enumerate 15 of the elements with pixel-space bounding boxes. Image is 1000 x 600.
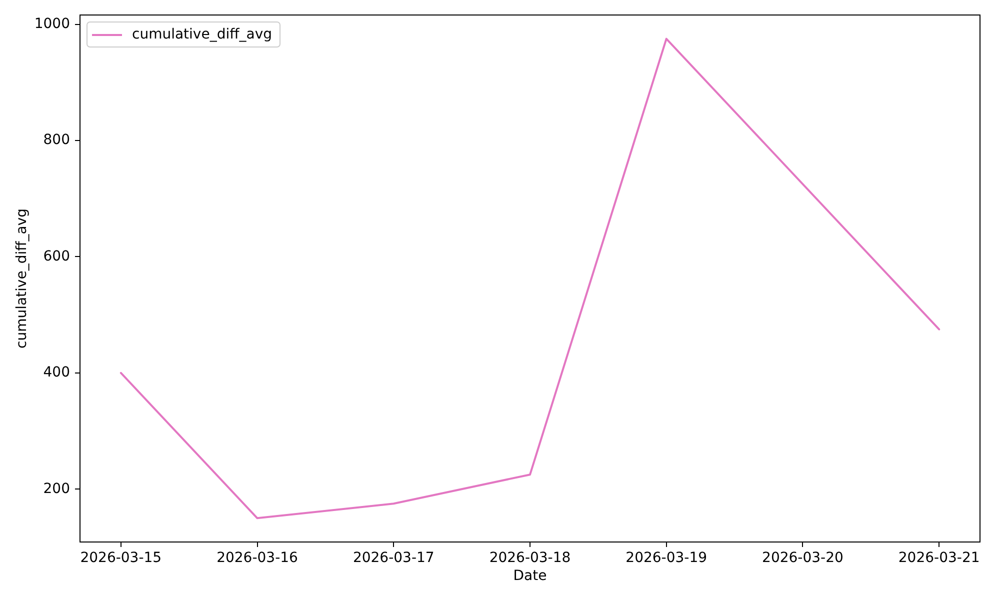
y-tick-label: 1000	[34, 16, 70, 32]
x-tick-label: 2026-03-18	[489, 550, 571, 566]
legend-label: cumulative_diff_avg	[132, 26, 272, 43]
y-tick-label: 400	[43, 364, 70, 381]
x-tick-label: 2026-03-21	[898, 550, 980, 566]
x-axis-title: Date	[513, 568, 547, 584]
y-tick-label: 200	[43, 480, 70, 497]
x-tick-label: 2026-03-15	[80, 550, 162, 566]
x-tick-label: 2026-03-20	[762, 550, 844, 566]
y-tick-label: 800	[43, 132, 70, 148]
y-tick-label: 600	[43, 248, 70, 264]
x-tick-label: 2026-03-16	[216, 550, 298, 566]
x-tick-label: 2026-03-17	[352, 550, 434, 566]
x-tick-label: 2026-03-19	[626, 550, 708, 566]
y-axis-title: cumulative_diff_avg	[14, 208, 30, 348]
